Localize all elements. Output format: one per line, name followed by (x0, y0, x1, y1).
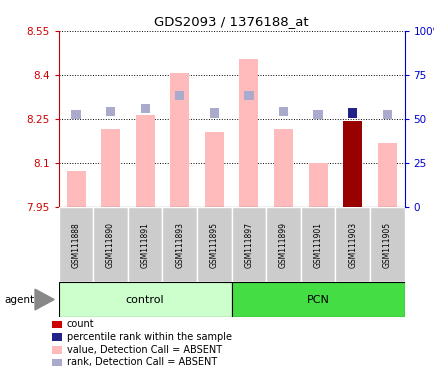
Text: GSM111895: GSM111895 (209, 222, 218, 268)
Bar (128, 207, 162, 282)
Point (210, 110, 217, 116)
Bar (239, 59, 258, 207)
Text: agent: agent (4, 295, 34, 305)
Point (383, 111, 390, 118)
Text: GSM111891: GSM111891 (140, 222, 149, 268)
Title: GDS2093 / 1376188_at: GDS2093 / 1376188_at (154, 15, 308, 28)
Bar (66, 170, 85, 207)
Bar (273, 129, 293, 207)
Text: control: control (125, 295, 164, 305)
Bar (369, 207, 404, 282)
Polygon shape (35, 289, 54, 310)
Text: count: count (66, 319, 94, 329)
Point (279, 109, 286, 115)
Text: GSM111901: GSM111901 (313, 222, 322, 268)
Point (176, 93, 183, 99)
Bar (266, 207, 300, 282)
Text: value, Detection Call = ABSENT: value, Detection Call = ABSENT (66, 345, 221, 355)
Point (72, 111, 79, 118)
Text: GSM111893: GSM111893 (175, 222, 184, 268)
Bar (197, 207, 231, 282)
Bar (231, 282, 404, 317)
Text: GSM111903: GSM111903 (347, 222, 356, 268)
Point (141, 106, 148, 112)
Bar (308, 163, 327, 207)
Point (349, 110, 355, 116)
Text: GSM111905: GSM111905 (382, 222, 391, 268)
Bar (59, 282, 231, 317)
Text: GSM111890: GSM111890 (106, 222, 115, 268)
Point (314, 111, 321, 118)
Bar (170, 73, 189, 207)
Bar (342, 121, 362, 207)
Bar (59, 207, 93, 282)
Bar (377, 142, 396, 207)
Point (245, 93, 252, 99)
Text: rank, Detection Call = ABSENT: rank, Detection Call = ABSENT (66, 358, 216, 367)
Bar (335, 207, 369, 282)
Bar (300, 207, 335, 282)
Bar (162, 207, 197, 282)
Text: GSM111897: GSM111897 (244, 222, 253, 268)
Text: PCN: PCN (306, 295, 329, 305)
Text: GSM111899: GSM111899 (278, 222, 287, 268)
Bar (204, 132, 224, 207)
Bar (231, 207, 266, 282)
Bar (135, 115, 155, 207)
Bar (93, 207, 128, 282)
Text: percentile rank within the sample: percentile rank within the sample (66, 332, 231, 342)
Bar (101, 129, 120, 207)
Point (107, 109, 114, 115)
Text: GSM111888: GSM111888 (71, 222, 80, 268)
